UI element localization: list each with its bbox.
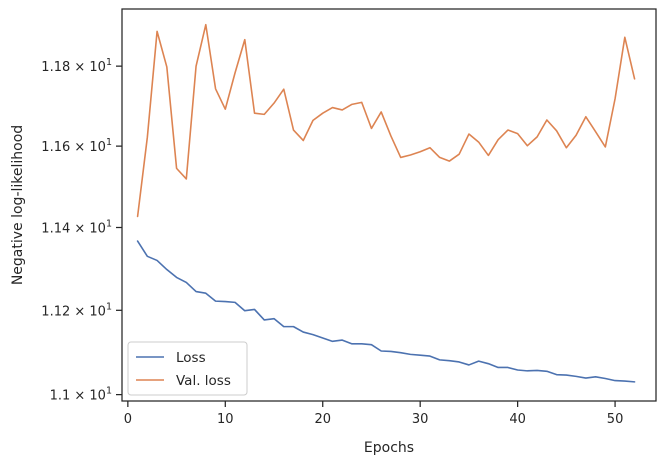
series-line-val-loss: [136, 23, 636, 218]
plot-frame: [121, 8, 657, 402]
legend-label-val-loss: Val. loss: [176, 373, 231, 389]
y-tick-label: 1.12 × 101: [41, 301, 112, 319]
y-tick-label: 1.14 × 101: [41, 218, 112, 236]
x-tick-label: 10: [217, 412, 234, 427]
x-tick-label: 50: [607, 412, 624, 427]
y-tick-label: 1.18 × 101: [41, 57, 112, 75]
tick-layer: 0 10 20 30 40 50 1.1 × 101 1.12 × 101 1.14 × 101…: [41, 57, 623, 427]
x-tick-label: 20: [314, 412, 331, 427]
legend-label-loss: Loss: [176, 350, 206, 366]
series-layer: [136, 23, 636, 383]
y-tick-label: 1.16 × 101: [41, 137, 112, 155]
y-axis-label: Negative log-likelihood: [10, 125, 26, 285]
x-tick-label: 40: [509, 412, 526, 427]
legend: Loss Val. loss: [127, 341, 248, 396]
x-tick-label: 30: [412, 412, 429, 427]
y-tick-label: 1.1 × 101: [50, 386, 112, 404]
x-axis-label: Epochs: [364, 440, 414, 456]
series-line-loss: [136, 240, 636, 383]
legend-box: [127, 341, 248, 396]
x-tick-label: 0: [124, 412, 132, 427]
